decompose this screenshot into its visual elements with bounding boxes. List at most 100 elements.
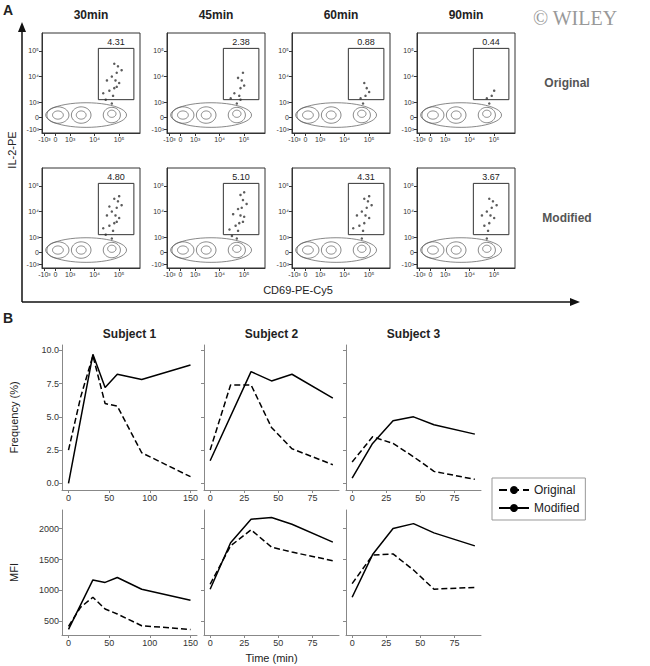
svg-text:60min: 60min — [324, 8, 359, 22]
svg-text:IL-2-PE: IL-2-PE — [6, 131, 18, 168]
svg-text:4.80: 4.80 — [107, 172, 125, 182]
svg-text:0: 0 — [410, 249, 414, 256]
svg-text:4.31: 4.31 — [107, 37, 125, 47]
svg-text:7.5: 7.5 — [46, 379, 59, 389]
svg-text:Time (min): Time (min) — [245, 652, 297, 664]
svg-text:10⁵: 10⁵ — [403, 182, 414, 189]
svg-text:10⁵: 10⁵ — [489, 271, 500, 278]
svg-text:0: 0 — [350, 638, 355, 648]
svg-text:10⁵: 10⁵ — [239, 136, 250, 143]
svg-text:10³: 10³ — [154, 99, 165, 106]
svg-text:10⁵: 10⁵ — [364, 271, 375, 278]
svg-text:10⁴: 10⁴ — [339, 136, 350, 143]
svg-text:0: 0 — [66, 493, 71, 503]
svg-text:10⁴: 10⁴ — [89, 271, 100, 278]
svg-text:50: 50 — [415, 638, 425, 648]
svg-text:-10³: -10³ — [277, 261, 290, 268]
svg-text:0: 0 — [304, 136, 308, 143]
svg-text:90min: 90min — [449, 8, 484, 22]
svg-text:10³: 10³ — [154, 234, 165, 241]
svg-text:MFI: MFI — [8, 563, 20, 582]
svg-text:0: 0 — [35, 114, 39, 121]
svg-text:0: 0 — [179, 271, 183, 278]
svg-text:Modified: Modified — [534, 501, 579, 515]
svg-text:0: 0 — [160, 249, 164, 256]
svg-text:10⁴: 10⁴ — [464, 271, 475, 278]
svg-text:10⁴: 10⁴ — [403, 208, 414, 215]
svg-text:10³: 10³ — [65, 136, 76, 143]
svg-text:25: 25 — [381, 638, 391, 648]
svg-text:0: 0 — [66, 638, 71, 648]
svg-text:25: 25 — [381, 493, 391, 503]
svg-text:-10³: -10³ — [288, 271, 301, 278]
svg-text:-10³: -10³ — [277, 126, 290, 133]
svg-text:0: 0 — [54, 136, 58, 143]
svg-text:Original: Original — [544, 76, 589, 90]
svg-text:10⁴: 10⁴ — [28, 73, 39, 80]
svg-text:-10³: -10³ — [163, 271, 176, 278]
svg-text:150: 150 — [183, 493, 198, 503]
svg-text:-10³: -10³ — [152, 126, 165, 133]
svg-text:1500: 1500 — [39, 555, 59, 565]
svg-text:0: 0 — [208, 638, 213, 648]
svg-text:10⁵: 10⁵ — [153, 182, 164, 189]
svg-text:10⁵: 10⁵ — [489, 136, 500, 143]
svg-text:150: 150 — [183, 638, 198, 648]
svg-text:0.0: 0.0 — [46, 478, 59, 488]
svg-text:Subject 3: Subject 3 — [387, 327, 441, 341]
svg-text:-10³: -10³ — [413, 271, 426, 278]
svg-text:A: A — [3, 2, 13, 18]
svg-text:-10³: -10³ — [163, 136, 176, 143]
svg-text:2.5: 2.5 — [46, 445, 59, 455]
svg-text:Subject 2: Subject 2 — [245, 327, 299, 341]
svg-text:0: 0 — [208, 493, 213, 503]
svg-text:10⁴: 10⁴ — [464, 136, 475, 143]
svg-text:© WILEY: © WILEY — [533, 7, 617, 29]
svg-text:500: 500 — [44, 616, 59, 626]
svg-text:10³: 10³ — [29, 99, 40, 106]
svg-text:10³: 10³ — [315, 136, 326, 143]
svg-text:B: B — [3, 310, 13, 326]
svg-text:10³: 10³ — [315, 271, 326, 278]
svg-text:50: 50 — [273, 638, 283, 648]
svg-text:10⁵: 10⁵ — [403, 47, 414, 54]
svg-text:-10³: -10³ — [288, 136, 301, 143]
svg-text:10⁴: 10⁴ — [153, 208, 164, 215]
svg-text:-10³: -10³ — [402, 261, 415, 268]
svg-text:1000: 1000 — [39, 585, 59, 595]
svg-text:0: 0 — [429, 271, 433, 278]
svg-text:10⁵: 10⁵ — [239, 271, 250, 278]
svg-text:100: 100 — [142, 493, 157, 503]
svg-text:10⁴: 10⁴ — [214, 271, 225, 278]
svg-text:30min: 30min — [74, 8, 109, 22]
svg-text:10³: 10³ — [440, 136, 451, 143]
svg-text:10⁵: 10⁵ — [28, 47, 39, 54]
svg-text:10⁴: 10⁴ — [153, 73, 164, 80]
svg-text:0: 0 — [35, 249, 39, 256]
svg-text:10³: 10³ — [404, 99, 415, 106]
svg-text:-10³: -10³ — [38, 271, 51, 278]
svg-text:0: 0 — [410, 114, 414, 121]
svg-text:10⁵: 10⁵ — [364, 136, 375, 143]
svg-text:100: 100 — [142, 638, 157, 648]
svg-text:45min: 45min — [199, 8, 234, 22]
svg-text:25: 25 — [239, 638, 249, 648]
svg-text:10³: 10³ — [65, 271, 76, 278]
svg-text:10⁴: 10⁴ — [214, 136, 225, 143]
svg-text:10³: 10³ — [440, 271, 451, 278]
svg-text:10³: 10³ — [190, 271, 201, 278]
svg-text:10⁴: 10⁴ — [339, 271, 350, 278]
svg-text:0: 0 — [350, 493, 355, 503]
svg-text:10³: 10³ — [279, 99, 290, 106]
svg-text:0: 0 — [179, 136, 183, 143]
svg-text:50: 50 — [273, 493, 283, 503]
svg-text:0: 0 — [54, 271, 58, 278]
svg-text:10⁵: 10⁵ — [278, 182, 289, 189]
svg-text:10⁴: 10⁴ — [278, 208, 289, 215]
svg-text:-10³: -10³ — [413, 136, 426, 143]
svg-text:50: 50 — [415, 493, 425, 503]
svg-text:25: 25 — [239, 493, 249, 503]
svg-text:-10³: -10³ — [402, 126, 415, 133]
svg-text:2000: 2000 — [39, 524, 59, 534]
svg-text:75: 75 — [307, 493, 317, 503]
